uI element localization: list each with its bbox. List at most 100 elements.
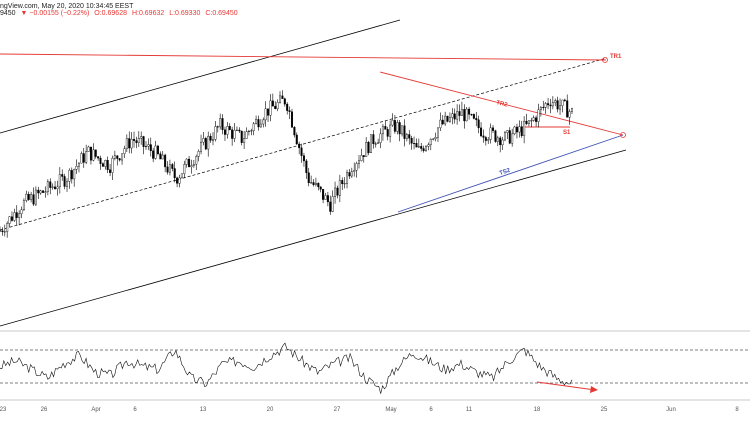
- candle-body: [216, 126, 219, 128]
- candle-body: [262, 119, 265, 125]
- candle-body: [556, 100, 559, 110]
- candle-body: [355, 163, 358, 171]
- candle-body: [106, 160, 109, 170]
- candle-body: [362, 155, 365, 157]
- candle-body: [247, 130, 250, 132]
- candle-body: [489, 127, 492, 140]
- candle-body: [420, 146, 423, 149]
- candle-body: [8, 216, 11, 224]
- candle-body: [460, 109, 463, 116]
- candle-body: [487, 139, 490, 141]
- candle-body: [243, 138, 246, 143]
- candle-body: [475, 118, 478, 121]
- candle-body: [561, 99, 564, 107]
- tr2-label: TR2: [496, 100, 509, 109]
- source-label: ngView.com, May 20, 2020 10:34:45 EEST: [0, 3, 134, 10]
- candle-body: [544, 103, 547, 108]
- candle-body: [204, 138, 207, 150]
- candle-body: [367, 142, 370, 154]
- candle-body: [97, 156, 100, 159]
- candle-body: [458, 111, 461, 116]
- x-tick-label: May: [385, 407, 396, 413]
- candle-body: [140, 136, 143, 139]
- candle-body: [264, 108, 267, 121]
- candle-body: [77, 162, 80, 167]
- candle-body: [85, 151, 88, 163]
- tr1-marker: [602, 57, 608, 63]
- candle-body: [25, 193, 28, 201]
- candle-body: [527, 120, 530, 124]
- candle-body: [281, 95, 284, 99]
- candle-body: [152, 150, 155, 159]
- candle-body: [312, 182, 315, 185]
- candle-body: [180, 173, 183, 179]
- candle-body: [535, 117, 538, 122]
- candle-body: [255, 119, 258, 124]
- candle-body: [463, 109, 466, 122]
- candle-body: [427, 144, 430, 147]
- candle-body: [240, 130, 243, 143]
- candle-body: [298, 143, 301, 149]
- candle-body: [310, 182, 313, 184]
- candle-body: [329, 201, 332, 212]
- candle-body: [185, 158, 188, 165]
- candle-body: [68, 170, 71, 182]
- candle-body: [322, 189, 325, 200]
- candle-body: [104, 160, 107, 167]
- candle-body: [484, 137, 487, 141]
- candle-body: [37, 189, 40, 194]
- candle-body: [405, 134, 408, 139]
- candle-body: [188, 158, 191, 168]
- candle-body: [518, 126, 521, 133]
- candle-body: [214, 126, 217, 140]
- candle-body: [166, 166, 169, 173]
- candle-body: [492, 127, 495, 131]
- x-axis: 23 26 Apr 6 13 20 27 May 6 11 18 25 Jun 8: [0, 407, 739, 413]
- candle-body: [381, 126, 384, 135]
- candle-body: [501, 139, 504, 146]
- candle-body: [238, 129, 241, 132]
- candle-body: [75, 165, 78, 170]
- candle-body: [89, 146, 92, 161]
- candle-body: [113, 155, 116, 159]
- candle-body: [288, 110, 291, 112]
- candle-body: [499, 137, 502, 146]
- lower-channel-line: [0, 149, 627, 327]
- s1-label: S1: [563, 130, 571, 136]
- candle-body: [324, 195, 327, 200]
- candle-body: [417, 146, 420, 148]
- candle-body: [32, 194, 35, 205]
- candle-body: [307, 172, 310, 184]
- candle-body: [530, 120, 533, 122]
- candle-body: [271, 100, 274, 107]
- candle-body: [212, 139, 215, 141]
- candle-body: [494, 130, 497, 142]
- candle-body: [70, 170, 73, 180]
- candle-body: [137, 138, 140, 143]
- candle-body: [563, 99, 566, 101]
- candle-body: [542, 107, 545, 109]
- candle-body: [39, 190, 42, 194]
- candle-body: [209, 135, 212, 141]
- candle-body: [51, 186, 54, 188]
- candle-body: [183, 164, 186, 174]
- low-value: L:0.69330: [169, 10, 201, 17]
- candle-body: [300, 147, 303, 156]
- candle-body: [446, 115, 449, 122]
- candle-body: [20, 209, 23, 214]
- mid-channel-line: [0, 57, 608, 231]
- candle-body: [523, 120, 526, 136]
- candle-body: [348, 172, 351, 177]
- candle-body: [549, 104, 552, 107]
- x-tick-label: 27: [334, 407, 341, 413]
- candle-body: [130, 139, 133, 149]
- candle-body: [470, 114, 473, 116]
- candle-body: [226, 125, 229, 135]
- candle-body: [27, 193, 30, 200]
- candle-body: [190, 165, 193, 168]
- candle-body: [451, 113, 454, 118]
- candle-body: [0, 230, 2, 232]
- candle-body: [192, 164, 195, 166]
- x-tick-label: 6: [133, 407, 137, 413]
